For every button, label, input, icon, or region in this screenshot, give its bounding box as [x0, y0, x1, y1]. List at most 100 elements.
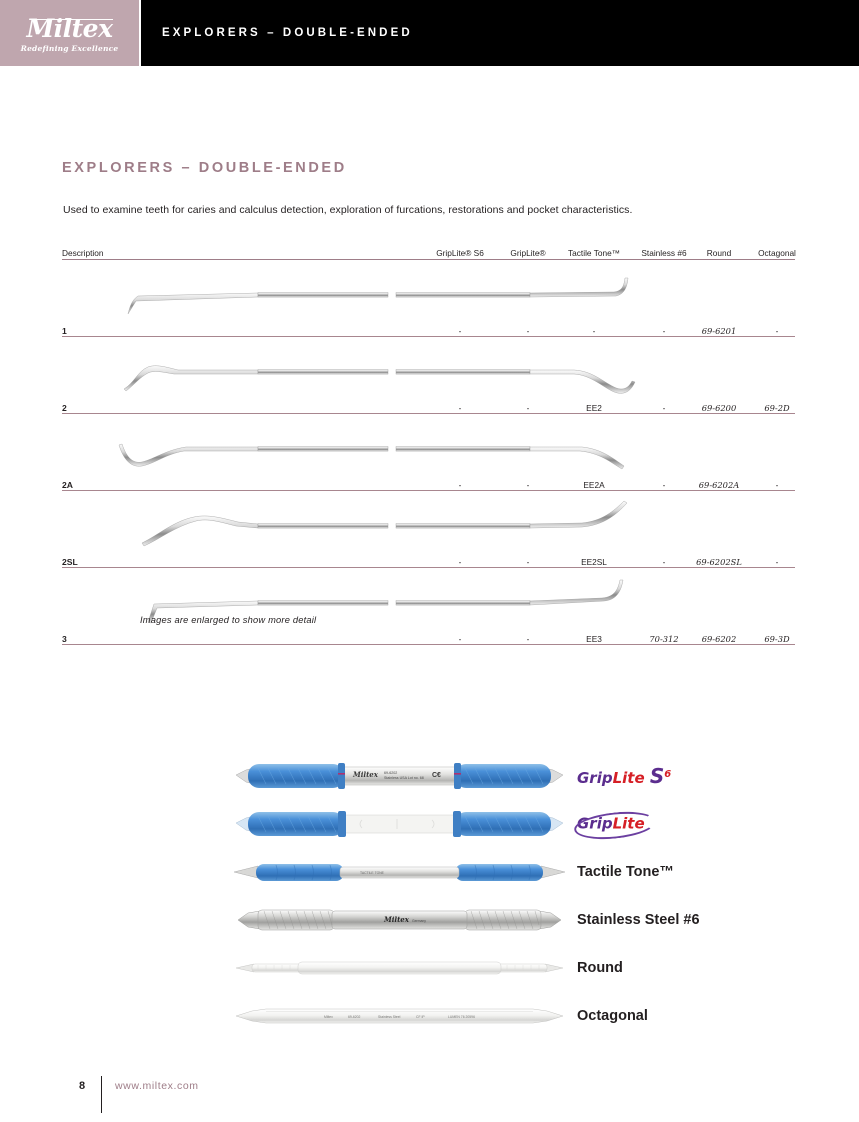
- column-header-griplite-s6: GripLite® S6: [436, 248, 484, 258]
- cell-description: 2SL: [62, 557, 78, 567]
- column-header-round: Round: [706, 248, 732, 258]
- cell-stainless: -: [662, 326, 666, 336]
- cell-griplite: -: [526, 557, 530, 567]
- legend-label-stainless-steel: Stainless Steel #6: [577, 912, 700, 928]
- handle-griplite-drawing: [235, 811, 564, 837]
- column-header-octagonal: Octagonal: [758, 248, 796, 258]
- cell-description: 1: [62, 326, 67, 336]
- cell-tactile-tone: EE2SL: [581, 557, 607, 567]
- cell-griplite: -: [526, 326, 530, 336]
- cell-tactile-tone: EE3: [586, 634, 602, 644]
- handle-octagonal-image: Miltex 69-6202 Stainless Steel CF IP LUM…: [232, 992, 567, 1040]
- table-header-row: Description GripLite® S6 GripLite® Tacti…: [62, 243, 796, 259]
- table-row: 1 - - - - 69-6201 -: [62, 260, 795, 337]
- cell-griplite-s6: -: [458, 557, 462, 567]
- table-caption: Images are enlarged to show more detail: [140, 615, 317, 625]
- legend-item-griplite-s6: Miltex 69-6202 Stainless USA Lot no. 68 …: [0, 752, 859, 800]
- handle-stainless-steel-drawing: Miltex Germany: [237, 909, 562, 931]
- cell-stainless: -: [662, 557, 666, 567]
- handle-legend: Miltex 69-6202 Stainless USA Lot no. 68 …: [0, 752, 859, 1040]
- cell-stainless: -: [662, 480, 666, 490]
- table-row-rule: [62, 644, 795, 645]
- griplite-logo-superscript: 6: [664, 769, 672, 780]
- cell-octagonal: -: [775, 480, 779, 490]
- cell-stainless: 70-312: [649, 634, 679, 644]
- griplite-logo-s: S: [649, 764, 665, 788]
- table-row-cells: 2SL - - EE2SL - 69-6202SL -: [62, 553, 795, 567]
- product-image-3: [62, 568, 795, 630]
- cell-octagonal: -: [775, 326, 779, 336]
- table-row: 2SL - - EE2SL - 69-6202SL -: [62, 491, 795, 568]
- cell-griplite-s6: -: [458, 326, 462, 336]
- column-header-description: Description: [62, 248, 104, 258]
- svg-text:Miltex: Miltex: [324, 1015, 333, 1019]
- griplite-logo-grip: Grip: [577, 769, 613, 787]
- column-header-tactile-tone: Tactile Tone™: [568, 248, 620, 258]
- cell-griplite: -: [526, 403, 530, 413]
- griplite-s6-logo: GripLite S6: [577, 766, 671, 786]
- explorer-2a-drawing: [118, 443, 625, 470]
- cell-griplite: -: [526, 480, 530, 490]
- svg-text:Miltex: Miltex: [352, 770, 379, 779]
- miltex-logo: Miltex Redefining Excellence: [21, 16, 119, 53]
- page-title: EXPLORERS – DOUBLE-ENDED: [62, 160, 347, 176]
- product-image-2a: [62, 414, 795, 476]
- handle-octagonal-drawing: Miltex 69-6202 Stainless Steel CF IP LUM…: [235, 1008, 564, 1024]
- page-header: Miltex Redefining Excellence EXPLORERS –…: [0, 0, 859, 66]
- table-row-cells: 1 - - - - 69-6201 -: [62, 322, 795, 336]
- table-row-rule: [62, 336, 795, 337]
- legend-item-octagonal: Miltex 69-6202 Stainless Steel CF IP LUM…: [0, 992, 859, 1040]
- handle-griplite-s6-drawing: Miltex 69-6202 Stainless USA Lot no. 68 …: [235, 763, 564, 789]
- svg-text:CF IP: CF IP: [416, 1015, 425, 1019]
- svg-text:Stainless Steel: Stainless Steel: [378, 1015, 401, 1019]
- table-row-cells: 2A - - EE2A - 69-6202A -: [62, 476, 795, 490]
- miltex-logo-wordmark: Miltex: [26, 13, 113, 43]
- footer-url[interactable]: www.miltex.com: [115, 1080, 199, 1092]
- legend-item-round: Round: [0, 944, 859, 992]
- handle-round-image: [232, 944, 567, 992]
- cell-tactile-tone: EE2: [586, 403, 602, 413]
- product-image-1: [62, 260, 795, 322]
- table-row-rule: [62, 490, 795, 491]
- cell-round: 69-6202A: [698, 480, 740, 490]
- handle-griplite-image: [232, 800, 567, 848]
- svg-text:LUMEN 76 20596: LUMEN 76 20596: [448, 1015, 475, 1019]
- handle-round-drawing: [235, 961, 564, 975]
- cell-round: 69-6202: [701, 634, 737, 644]
- table-row-rule: [62, 567, 795, 568]
- explorer-2-drawing: [123, 365, 636, 394]
- cell-round: 69-6200: [701, 403, 737, 413]
- legend-item-tactile-tone: TACTILE TONE Tactile Tone™: [0, 848, 859, 896]
- cell-griplite-s6: -: [458, 634, 462, 644]
- legend-item-griplite: GripLite: [0, 800, 859, 848]
- cell-tactile-tone: EE2A: [583, 480, 605, 490]
- svg-text:Germany: Germany: [412, 919, 426, 923]
- page-number: 8: [79, 1080, 86, 1092]
- svg-text:Miltex: Miltex: [383, 915, 410, 924]
- column-header-stainless: Stainless #6: [641, 248, 687, 258]
- legend-item-stainless-steel: Miltex Germany Stainless Steel #6: [0, 896, 859, 944]
- miltex-logo-tagline: Redefining Excellence: [20, 43, 119, 53]
- handle-griplite-s6-image: Miltex 69-6202 Stainless USA Lot no. 68 …: [232, 752, 567, 800]
- header-title: EXPLORERS – DOUBLE-ENDED: [162, 27, 413, 39]
- handle-tactile-tone-image: TACTILE TONE: [232, 848, 567, 896]
- section-description: Used to examine teeth for caries and cal…: [63, 204, 633, 216]
- svg-text:69-6202: 69-6202: [384, 771, 397, 775]
- table-row-cells: 2 - - EE2 - 69-6200 69-2D: [62, 399, 795, 413]
- table-row-rule: [62, 413, 795, 414]
- griplite-logo-grip: Grip: [577, 814, 613, 833]
- svg-text:TACTILE TONE: TACTILE TONE: [360, 871, 385, 875]
- product-table: Description GripLite® S6 GripLite® Tacti…: [62, 243, 796, 645]
- cell-round: 69-6202SL: [696, 557, 742, 567]
- table-header-rule: [62, 259, 795, 260]
- legend-label-tactile-tone: Tactile Tone™: [577, 864, 674, 880]
- cell-description: 2: [62, 403, 67, 413]
- cell-description: 2A: [62, 480, 73, 490]
- cell-griplite-s6: -: [458, 480, 462, 490]
- legend-label-round: Round: [577, 960, 623, 976]
- griplite-logo-lite: Lite: [612, 814, 645, 833]
- cell-description: 3: [62, 634, 67, 644]
- page-footer: 8 www.miltex.com: [0, 1068, 859, 1122]
- cell-griplite: -: [526, 634, 530, 644]
- footer-divider: [101, 1076, 103, 1113]
